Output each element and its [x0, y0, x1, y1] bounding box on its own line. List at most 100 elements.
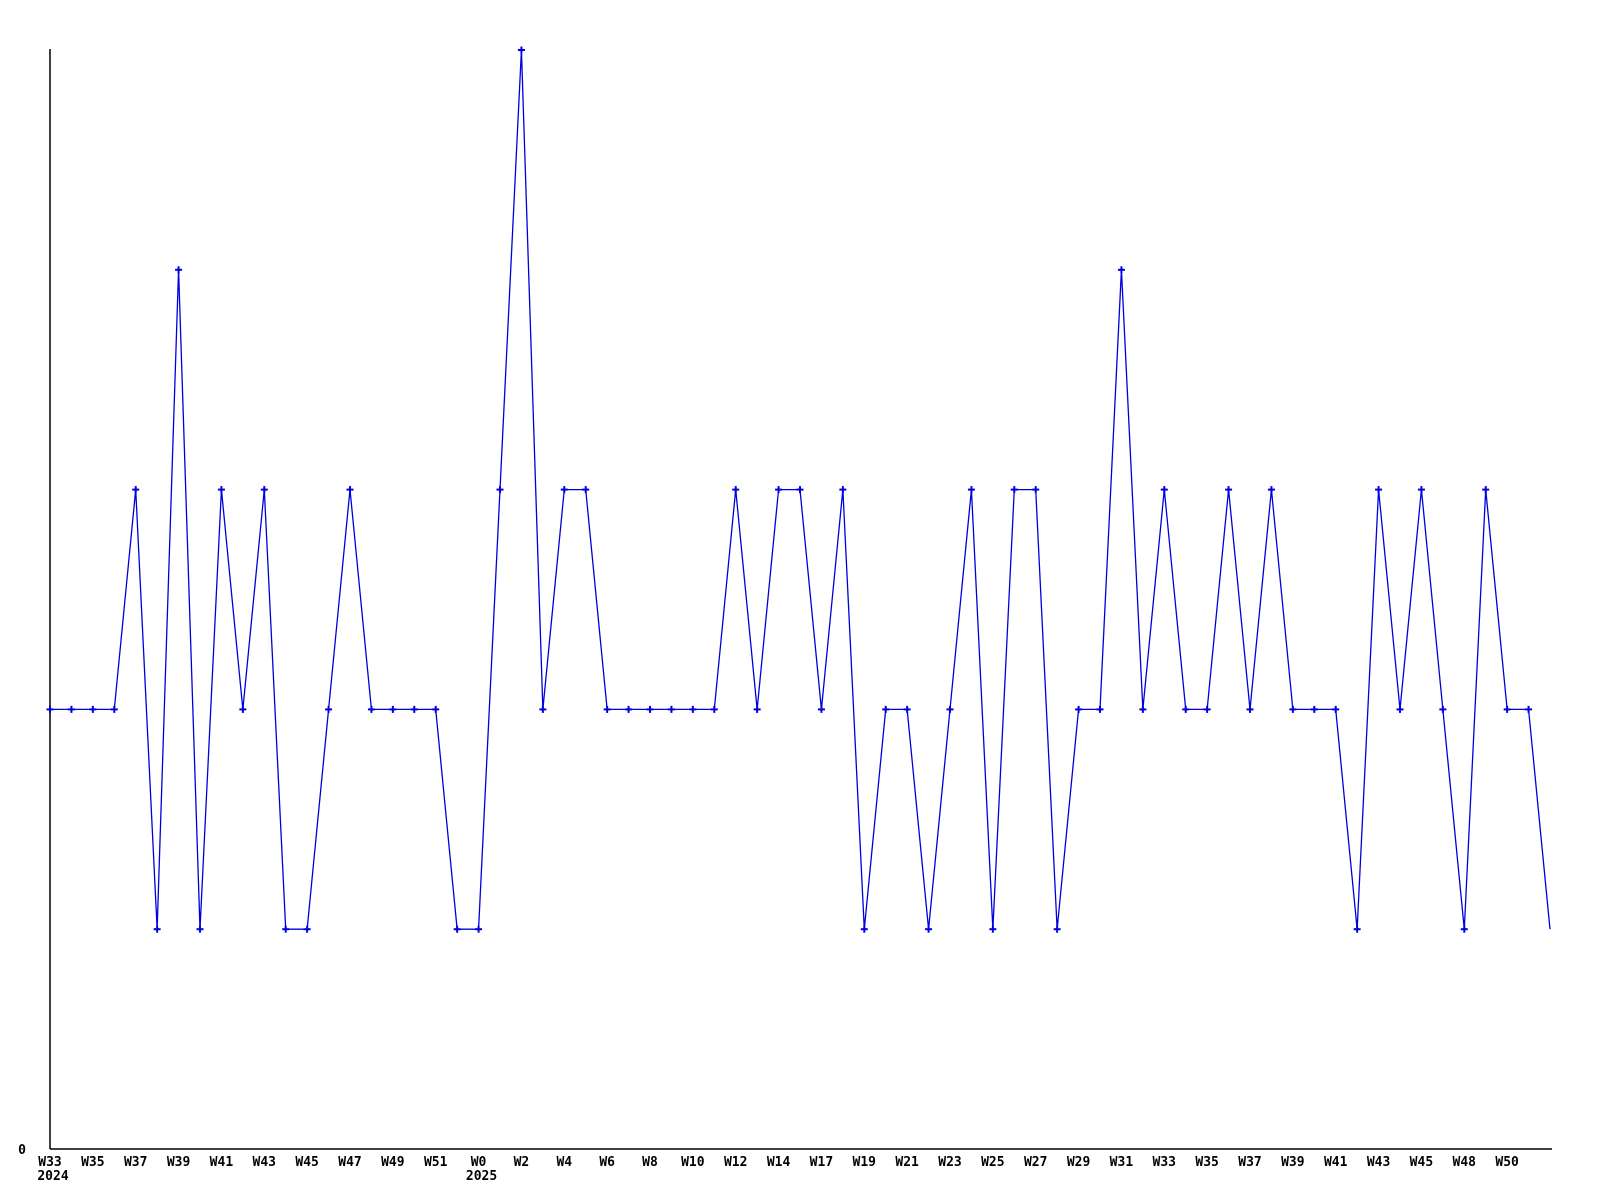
data-point-marker: [1053, 925, 1061, 933]
data-point-marker: [796, 486, 804, 494]
data-point-marker: [67, 705, 75, 713]
data-point-marker: [260, 486, 268, 494]
data-point-marker: [1032, 486, 1040, 494]
x-tick-label: W39: [1281, 1155, 1304, 1170]
x-tick-label: W45: [1410, 1155, 1433, 1170]
x-tick-label: W45: [295, 1155, 318, 1170]
data-point-marker: [303, 925, 311, 933]
x-tick-label: W27: [1024, 1155, 1047, 1170]
data-point-marker: [753, 705, 761, 713]
data-point-marker: [710, 705, 718, 713]
data-point-marker: [560, 486, 568, 494]
data-point-marker: [1503, 705, 1511, 713]
data-point-marker: [1139, 705, 1147, 713]
data-point-marker: [1375, 486, 1383, 494]
data-point-marker: [582, 486, 590, 494]
data-point-marker: [732, 486, 740, 494]
data-point-marker: [239, 705, 247, 713]
data-point-marker: [175, 266, 183, 274]
data-point-marker: [346, 486, 354, 494]
data-point-marker: [282, 925, 290, 933]
data-point-marker: [153, 925, 161, 933]
axes: [49, 49, 1552, 1150]
x-tick-label: W23: [938, 1155, 961, 1170]
data-point-marker: [603, 705, 611, 713]
data-point-marker: [1267, 486, 1275, 494]
data-point-marker: [325, 705, 333, 713]
data-point-marker: [1525, 705, 1533, 713]
y-axis-origin-label: 0: [18, 1143, 26, 1158]
x-tick-year-label: 2024: [37, 1169, 68, 1184]
x-tick-label: W49: [381, 1155, 404, 1170]
data-point-marker: [46, 705, 54, 713]
x-tick-label: W37: [1238, 1155, 1261, 1170]
data-point-marker: [646, 705, 654, 713]
data-point-marker: [539, 705, 547, 713]
data-point-marker: [453, 925, 461, 933]
data-point-marker: [1117, 266, 1125, 274]
data-point-marker: [1160, 486, 1168, 494]
x-tick-label: W2: [514, 1155, 530, 1170]
data-point-marker: [389, 705, 397, 713]
x-tick-label: W4: [556, 1155, 572, 1170]
data-point-marker: [1460, 925, 1468, 933]
x-tick-label: W41: [210, 1155, 234, 1170]
x-tick-label: W35: [1195, 1155, 1218, 1170]
data-point-marker: [925, 925, 933, 933]
x-tick-label: W37: [124, 1155, 147, 1170]
data-point-marker: [1225, 486, 1233, 494]
data-point-marker: [196, 925, 204, 933]
data-point-marker: [1482, 486, 1490, 494]
data-point-marker: [860, 925, 868, 933]
x-tick-label: W19: [853, 1155, 876, 1170]
data-point-marker: [839, 486, 847, 494]
x-tick-label: W39: [167, 1155, 190, 1170]
data-point-marker: [1010, 486, 1018, 494]
data-point-marker: [517, 46, 525, 54]
x-tick-label: W12: [724, 1155, 747, 1170]
x-tick-label: W14: [767, 1155, 791, 1170]
x-tick-label: W47: [338, 1155, 361, 1170]
data-point-marker: [967, 486, 975, 494]
data-point-marker: [689, 705, 697, 713]
x-tick-label: W50: [1495, 1155, 1519, 1170]
data-point-marker: [775, 486, 783, 494]
x-tick-label: W41: [1324, 1155, 1348, 1170]
data-point-marker: [432, 705, 440, 713]
data-point-marker: [1075, 705, 1083, 713]
data-point-marker: [1203, 705, 1211, 713]
x-tick-label: W25: [981, 1155, 1004, 1170]
data-point-marker: [410, 705, 418, 713]
x-tick-label: W10: [681, 1155, 705, 1170]
data-point-marker: [625, 705, 633, 713]
data-point-marker: [132, 486, 140, 494]
data-point-marker: [367, 705, 375, 713]
data-point-marker: [1439, 705, 1447, 713]
data-point-marker: [1417, 486, 1425, 494]
data-point-marker: [496, 486, 504, 494]
x-tick-label: W6: [599, 1155, 615, 1170]
x-tick-label: W17: [810, 1155, 833, 1170]
x-tick-label: W21: [895, 1155, 919, 1170]
data-point-marker: [217, 486, 225, 494]
x-tick-label: W33: [38, 1155, 61, 1170]
x-tick-label: W43: [253, 1155, 276, 1170]
x-tick-label: W33: [1153, 1155, 1176, 1170]
data-point-marker: [1246, 705, 1254, 713]
x-tick-label: W8: [642, 1155, 658, 1170]
data-point-marker: [475, 925, 483, 933]
data-point-marker: [817, 705, 825, 713]
data-point-marker: [1332, 705, 1340, 713]
x-tick-label: W29: [1067, 1155, 1090, 1170]
x-tick-label: W31: [1110, 1155, 1134, 1170]
data-point-marker: [903, 705, 911, 713]
data-point-markers: [46, 46, 1533, 933]
data-point-marker: [946, 705, 954, 713]
data-point-marker: [110, 705, 118, 713]
data-point-marker: [1182, 705, 1190, 713]
data-point-marker: [1396, 705, 1404, 713]
data-point-marker: [667, 705, 675, 713]
x-tick-label: W51: [424, 1155, 448, 1170]
